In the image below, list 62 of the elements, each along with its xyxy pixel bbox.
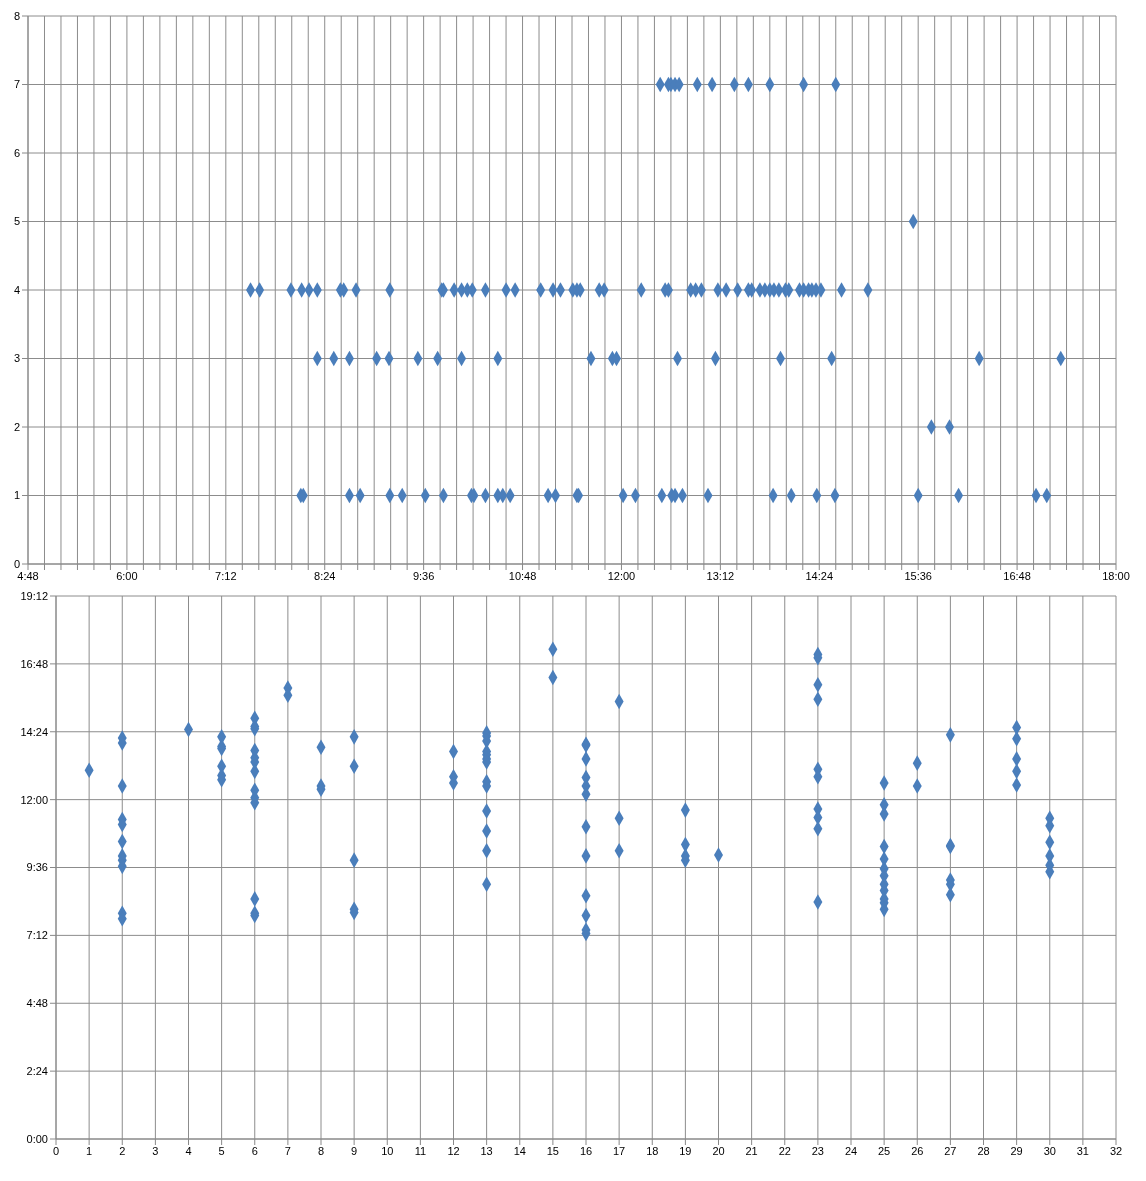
x-tick-label: 27 [944,1144,957,1157]
x-tick-label: 18:00 [1102,569,1130,582]
x-tick-label: 24 [844,1144,858,1157]
y-tick-label: 2 [13,420,20,433]
x-tick-label: 25 [878,1144,891,1157]
x-tick-label: 14:24 [805,569,834,582]
y-tick-label: 19:12 [20,589,48,602]
y-tick-label: 0 [13,557,20,570]
x-tick-label: 10:48 [508,569,537,582]
x-tick-label: 0 [52,1144,60,1157]
x-tick-label: 11 [414,1144,427,1157]
x-tick-label: 15:36 [904,569,932,582]
x-tick-label: 23 [811,1144,824,1157]
x-tick-label: 2 [119,1144,126,1157]
y-tick-label: 12:00 [20,793,48,806]
x-tick-label: 5 [218,1144,225,1157]
x-tick-label: 30 [1043,1144,1056,1157]
x-tick-label: 8 [317,1144,325,1157]
x-tick-label: 19 [679,1144,692,1157]
x-tick-label: 15 [546,1144,559,1157]
y-tick-label: 7 [13,78,20,91]
x-tick-label: 28 [977,1144,990,1157]
x-tick-label: 26 [911,1144,924,1157]
x-tick-label: 6:00 [116,569,138,582]
x-tick-label: 7:12 [215,569,237,582]
y-tick-label: 1 [13,489,20,502]
x-tick-label: 3 [152,1144,159,1157]
y-tick-label: 9:36 [26,861,48,874]
x-tick-label: 9:36 [412,569,435,582]
y-tick-label: 4:48 [26,997,48,1010]
x-tick-label: 32 [1109,1144,1123,1157]
x-tick-label: 14 [513,1144,526,1157]
y-tick-label: 6 [13,146,20,159]
x-tick-label: 10 [381,1144,394,1157]
x-tick-label: 1 [86,1144,93,1157]
x-tick-label: 20 [712,1144,725,1157]
x-tick-label: 12 [447,1144,460,1157]
x-tick-label: 22 [778,1144,791,1157]
y-tick-label: 4 [13,283,20,296]
x-tick-label: 13:12 [706,569,735,582]
y-tick-label: 7:12 [26,929,48,942]
x-tick-label: 4 [185,1144,192,1157]
x-tick-label: 18 [646,1144,659,1157]
x-tick-label: 16 [579,1144,593,1157]
x-tick-label: 12:00 [607,569,636,582]
y-tick-label: 14:24 [20,725,48,738]
x-tick-label: 8:24 [314,569,336,582]
x-tick-label: 9 [351,1144,358,1157]
x-tick-label: 17 [613,1144,626,1157]
y-tick-label: 16:48 [20,657,48,670]
y-tick-label: 2:24 [26,1065,48,1078]
x-tick-label: 21 [745,1144,758,1157]
x-tick-label: 7 [284,1144,291,1157]
x-tick-label: 13 [480,1144,493,1157]
y-tick-label: 0:00 [26,1132,48,1145]
x-tick-label: 6 [251,1144,258,1157]
y-tick-label: 3 [13,352,20,365]
x-tick-label: 16:48 [1003,569,1031,582]
x-tick-label: 31 [1076,1144,1089,1157]
x-tick-label: 29 [1010,1144,1023,1157]
y-tick-label: 5 [13,215,20,228]
y-tick-label: 8 [13,9,20,22]
